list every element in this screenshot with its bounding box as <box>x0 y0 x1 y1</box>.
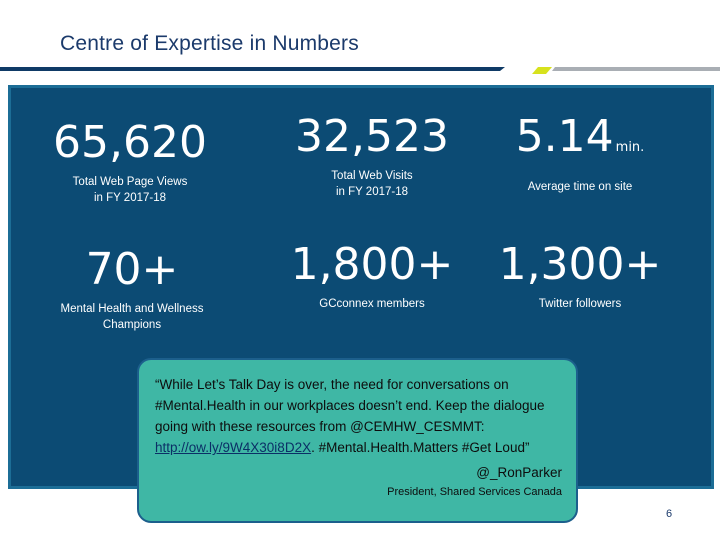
stat-champions: 70+ Mental Health and Wellness Champions <box>38 245 226 333</box>
stat-average-time: 5.14 min. Average time on site <box>490 112 670 195</box>
stat-web-visits: 32,523 Total Web Visits in FY 2017-18 <box>282 112 462 200</box>
stat-web-page-views: 65,620 Total Web Page Views in FY 2017-1… <box>40 118 220 206</box>
stat-value: 1,800+ <box>290 239 454 290</box>
quote-box: “While Let’s Talk Day is over, the need … <box>137 358 578 523</box>
stat-caption: Twitter followers <box>538 298 622 310</box>
stat-caption: Total Web Visits in FY 2017-18 <box>331 170 413 198</box>
stat-unit: min. <box>615 140 645 155</box>
stat-value: 32,523 <box>295 111 449 162</box>
header-divider <box>0 67 720 74</box>
stat-caption: Mental Health and Wellness Champions <box>60 303 204 331</box>
stat-gcconnex-members: 1,800+ GCconnex members <box>282 240 462 312</box>
stat-value: 65,620 <box>53 117 207 168</box>
quote-link[interactable]: http://ow.ly/9W4X30i8D2X <box>155 440 312 455</box>
stat-value: 1,300+ <box>498 239 662 290</box>
quote-author: @_RonParker <box>476 465 562 480</box>
stat-caption: Total Web Page Views in FY 2017-18 <box>72 176 188 204</box>
stat-twitter-followers: 1,300+ Twitter followers <box>490 240 670 312</box>
stat-value: 5.14 <box>515 111 614 162</box>
slide-title: Centre of Expertise in Numbers <box>60 32 359 55</box>
quote-text: “While Let’s Talk Day is over, the need … <box>155 377 545 455</box>
stat-caption: GCconnex members <box>319 298 425 310</box>
stat-value: 70+ <box>85 244 179 295</box>
quote-author-title: President, Shared Services Canada <box>387 486 562 498</box>
stat-caption: Average time on site <box>527 181 633 193</box>
page-number: 6 <box>666 508 673 520</box>
